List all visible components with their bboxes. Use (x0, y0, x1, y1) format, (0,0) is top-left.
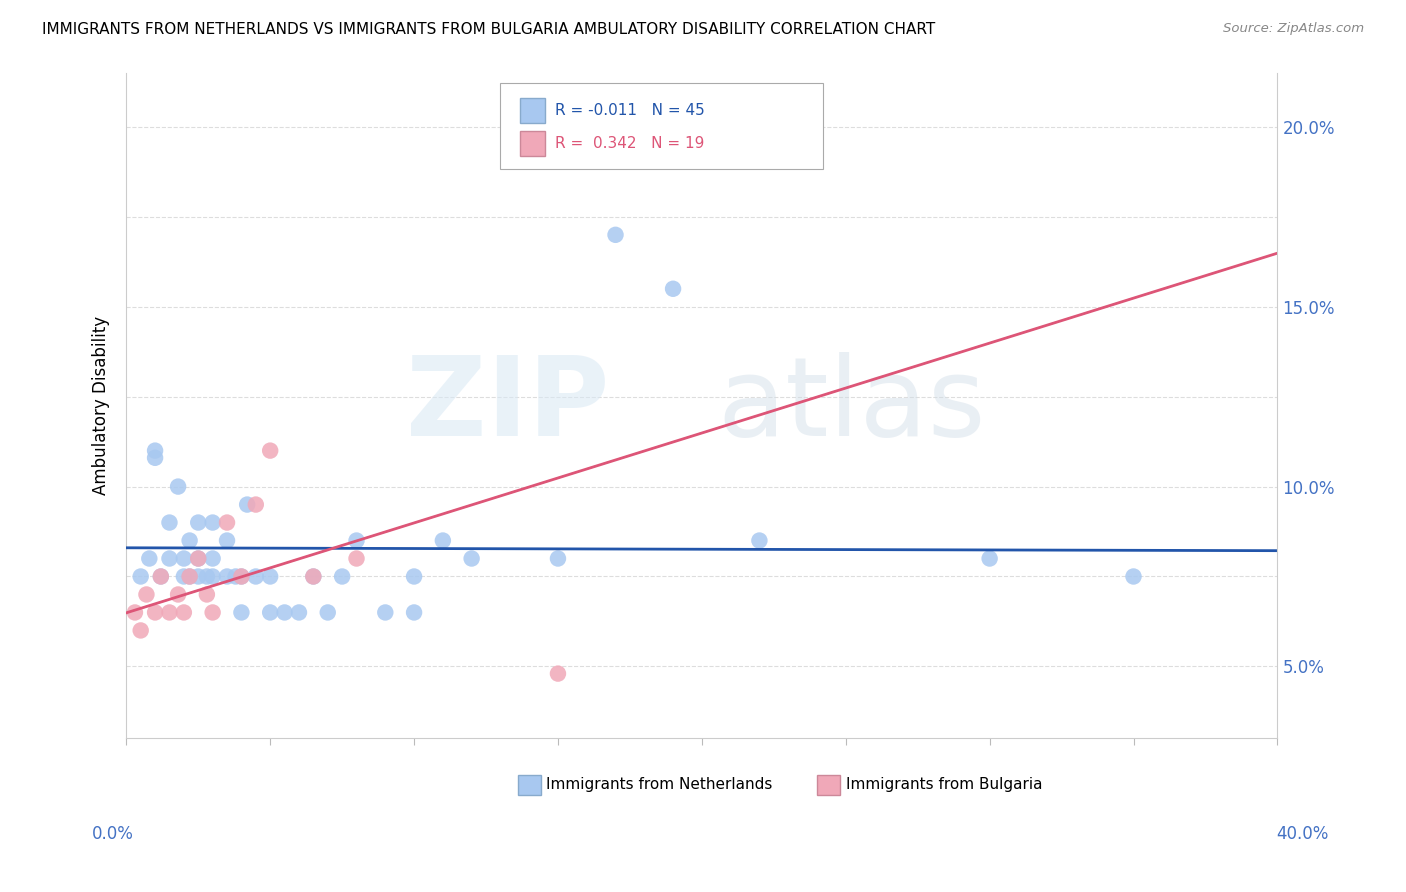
Point (143, 450, 166, 465)
Point (245, 569, 267, 583)
Text: IMMIGRANTS FROM NETHERLANDS VS IMMIGRANTS FROM BULGARIA AMBULATORY DISABILITY CO: IMMIGRANTS FROM NETHERLANDS VS IMMIGRANT… (42, 22, 935, 37)
Point (215, 533, 238, 548)
Point (143, 606, 166, 620)
Point (143, 443, 166, 458)
Point (374, 606, 396, 620)
Point (302, 569, 325, 583)
Point (432, 533, 454, 548)
Point (187, 569, 209, 583)
Point (201, 516, 224, 530)
Text: Source: ZipAtlas.com: Source: ZipAtlas.com (1223, 22, 1364, 36)
Bar (817, 775, 839, 795)
Point (346, 533, 368, 548)
FancyBboxPatch shape (501, 83, 823, 169)
Point (316, 606, 339, 620)
Point (1122, 569, 1144, 583)
Point (215, 516, 238, 530)
Point (159, 516, 181, 530)
Point (605, 227, 627, 242)
Point (979, 551, 1001, 566)
Point (259, 443, 281, 458)
Bar (520, 131, 546, 156)
Point (195, 587, 218, 601)
Text: ZIP: ZIP (406, 352, 610, 459)
Text: atlas: atlas (717, 352, 986, 459)
Point (129, 569, 152, 583)
Point (288, 606, 311, 620)
Y-axis label: Ambulatory Disability: Ambulatory Disability (93, 316, 110, 495)
Point (215, 569, 238, 583)
Point (167, 587, 190, 601)
Point (201, 569, 224, 583)
Point (302, 569, 325, 583)
Point (195, 569, 218, 583)
Point (330, 569, 353, 583)
Point (124, 606, 146, 620)
Point (173, 551, 195, 566)
Point (748, 533, 770, 548)
Text: Immigrants from Netherlands: Immigrants from Netherlands (547, 778, 773, 792)
Point (404, 569, 426, 583)
Text: R = -0.011   N = 45: R = -0.011 N = 45 (554, 103, 704, 118)
Text: 0.0%: 0.0% (91, 825, 134, 843)
Point (231, 569, 253, 583)
Point (547, 666, 569, 681)
Point (231, 569, 253, 583)
Point (662, 282, 685, 296)
Point (187, 551, 209, 566)
Point (346, 551, 368, 566)
Point (167, 479, 190, 493)
Point (159, 551, 181, 566)
Bar (517, 775, 541, 795)
Point (547, 551, 569, 566)
Point (460, 551, 482, 566)
Point (225, 569, 247, 583)
Point (187, 516, 209, 530)
Point (187, 551, 209, 566)
Point (179, 569, 201, 583)
Point (236, 498, 259, 512)
Point (173, 606, 195, 620)
Point (129, 624, 152, 638)
Point (135, 587, 157, 601)
Bar (520, 97, 546, 123)
Point (138, 551, 160, 566)
Point (149, 569, 172, 583)
Point (179, 533, 201, 548)
Point (201, 551, 224, 566)
Text: R =  0.342   N = 19: R = 0.342 N = 19 (554, 136, 704, 151)
Point (259, 569, 281, 583)
Point (231, 606, 253, 620)
Point (159, 606, 181, 620)
Point (149, 569, 172, 583)
Point (173, 569, 195, 583)
Point (273, 606, 295, 620)
Point (179, 569, 201, 583)
Point (404, 606, 426, 620)
Point (201, 606, 224, 620)
Text: Immigrants from Bulgaria: Immigrants from Bulgaria (846, 778, 1042, 792)
Text: 40.0%: 40.0% (1277, 825, 1329, 843)
Point (245, 498, 267, 512)
Point (259, 606, 281, 620)
